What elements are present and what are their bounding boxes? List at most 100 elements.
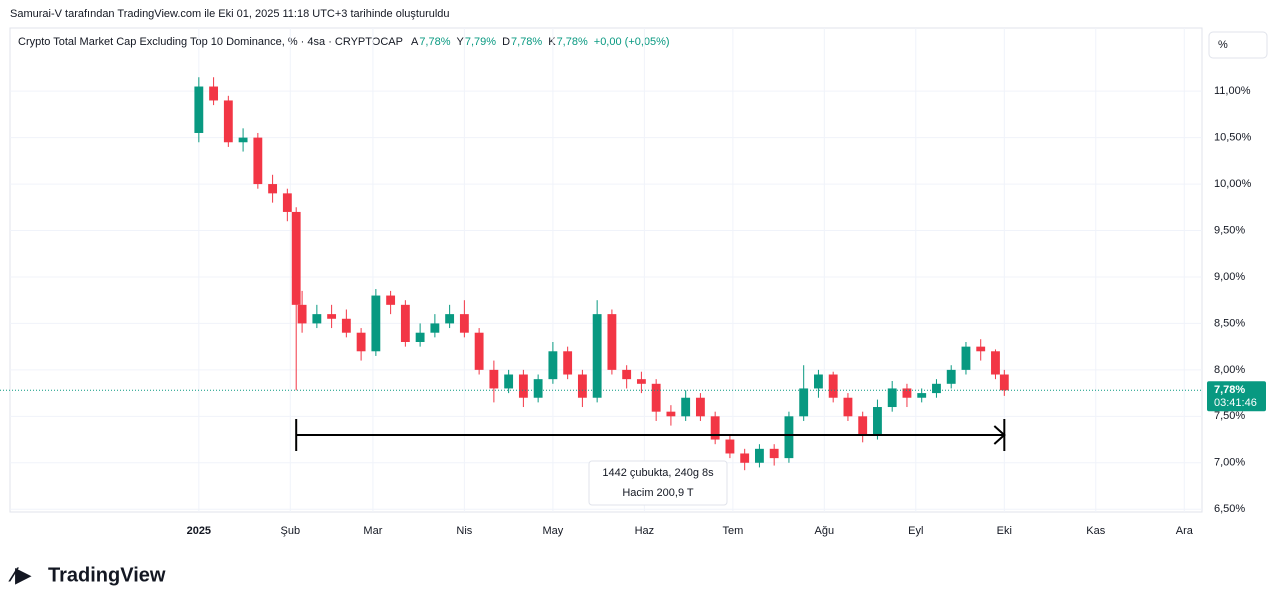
candle-body [194,86,204,133]
legend-label: Y [457,36,465,48]
candle-body [873,407,882,435]
candle-body [999,374,1009,391]
candle-body [459,314,469,333]
x-tick-label: Ağu [815,525,835,537]
scale-button[interactable] [1208,31,1268,59]
candle-body [415,332,425,342]
legend-value: 7,78% [557,36,588,48]
x-tick-label: Eyl [908,525,923,537]
candle-body [577,374,587,398]
candle-body [386,295,396,305]
chart-title: Crypto Total Market Cap Excluding Top 10… [18,36,403,48]
candle-body [371,295,381,352]
x-tick-label: Haz [635,525,655,537]
legend-change: +0,00 (+0,05%) [594,36,670,48]
candle-body [474,332,484,370]
logo-text: TradingView [48,564,166,586]
x-tick-label: Nis [456,525,472,537]
candle-body [548,351,558,380]
candle-body [622,369,632,380]
legend-label: K [548,36,556,48]
candle-body [725,439,735,454]
logo: ⁄▶ TradingView [8,564,166,586]
header: Samurai-V tarafından TradingView.com ile… [10,8,450,20]
candle-body [681,397,691,417]
y-tick-label: 7,00% [1214,457,1245,469]
candle-body [563,351,573,375]
x-tick-label: Ara [1176,525,1194,537]
candle-body [282,193,292,212]
candle-body [902,388,912,398]
x-tick-label: Eki [997,525,1012,537]
scale-button-label[interactable]: % [1218,39,1228,51]
last-price-label: 7,78% [1214,384,1245,396]
candle-body [592,314,602,398]
countdown: 03:41:46 [1214,397,1257,409]
y-tick-label: 7,50% [1214,410,1245,422]
y-tick-label: 9,00% [1214,271,1245,283]
candle-body [238,137,248,143]
candle-body [400,304,410,342]
logo-mark: ⁄▶ [8,564,32,586]
x-tick-label: 2025 [187,525,211,537]
candle-body [755,448,764,463]
candle-body [828,374,838,398]
x-tick-label: Kas [1086,525,1105,537]
y-tick-label: 10,00% [1214,178,1252,190]
pane-border [9,27,1203,513]
measure-volume: Hacim 200,9 T [622,487,694,499]
candle-body [651,383,661,412]
candle-body [607,314,617,370]
last-price-tag [1207,381,1266,412]
title-row: Crypto Total Market Cap Excluding Top 10… [18,36,670,48]
candle-body [291,211,301,305]
candle-body [740,453,750,463]
measure-arrow [993,425,1006,445]
legend-value: 7,78% [511,36,542,48]
legend-value: 7,79% [465,36,496,48]
x-tick-label: Mar [363,525,382,537]
candle-body [430,323,440,333]
candle-body [858,416,868,435]
candle-body [312,314,322,324]
candle-body [769,448,779,459]
legend-label: D [502,36,510,48]
candle-body [268,184,278,194]
candle-body [976,346,986,352]
x-tick-label: May [543,525,564,537]
candle-body [636,379,646,384]
measure-bars: 1442 çubukta, 240g 8s [602,467,714,479]
candle-body [991,351,1000,375]
candle-body [843,397,853,417]
candle-body [961,346,971,370]
candle-body [341,318,351,333]
legend-value: 7,78% [419,36,450,48]
candle-body [209,86,219,101]
y-tick-label: 10,50% [1214,132,1252,144]
legend-label: A [411,36,419,48]
candle-body [489,369,499,389]
candle-body [784,416,794,459]
candle-body [946,369,956,384]
y-tick-label: 11,00% [1214,85,1251,97]
candle-body [327,314,337,319]
y-tick-label: 6,50% [1214,503,1245,515]
x-tick-label: Tem [722,525,743,537]
candle-body [518,374,528,398]
y-tick-label: 8,00% [1214,364,1245,376]
x-tick-label: Şub [281,525,301,537]
candle-body [504,374,514,389]
candle-body [223,100,233,143]
candle-body [533,379,543,398]
candle-body [253,137,263,185]
candle-body [695,397,705,417]
measure-box [588,460,728,506]
candle-body [932,383,941,394]
candle-body [445,314,455,324]
candle-body [710,416,720,440]
y-tick-label: 8,50% [1214,317,1245,329]
candle-body [887,388,897,408]
candle-body [917,393,927,398]
candle-body [356,332,366,352]
